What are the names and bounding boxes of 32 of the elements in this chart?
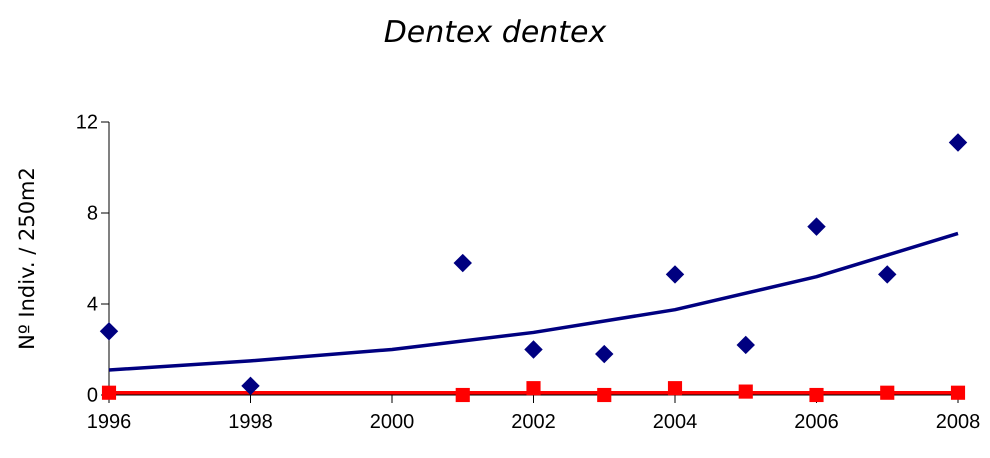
point bbox=[736, 336, 755, 354]
x-tick-label: 1996 bbox=[86, 411, 132, 433]
y-tick-label: 0 bbox=[86, 384, 98, 406]
point bbox=[595, 344, 614, 364]
line-series bbox=[107, 232, 960, 372]
point bbox=[807, 217, 826, 236]
x-tick-label: 2000 bbox=[370, 411, 414, 433]
point bbox=[666, 265, 684, 284]
x-tick-label: 1998 bbox=[228, 411, 273, 433]
point bbox=[526, 381, 541, 396]
x-tick-label: 2008 bbox=[936, 411, 980, 433]
point bbox=[950, 386, 966, 400]
point bbox=[738, 384, 753, 399]
y-axis-title: Nº Indiv. / 250m2 bbox=[15, 167, 39, 350]
y-tick-label: 12 bbox=[76, 111, 98, 134]
point bbox=[880, 386, 894, 400]
point bbox=[668, 381, 682, 396]
y-tick-label: 8 bbox=[86, 202, 98, 224]
point bbox=[878, 265, 896, 284]
point bbox=[100, 322, 118, 341]
point bbox=[456, 388, 470, 402]
x-tick-label: 2004 bbox=[652, 411, 698, 433]
point bbox=[597, 388, 612, 402]
point bbox=[454, 254, 472, 272]
point bbox=[809, 388, 824, 402]
point bbox=[524, 340, 543, 359]
point bbox=[948, 133, 968, 152]
x-tick-label: 2006 bbox=[794, 411, 839, 433]
x-tick-label: 2002 bbox=[511, 411, 556, 433]
y-tick-label: 4 bbox=[86, 293, 98, 316]
point bbox=[241, 376, 260, 396]
chart-title: Dentex dentex bbox=[384, 15, 607, 50]
